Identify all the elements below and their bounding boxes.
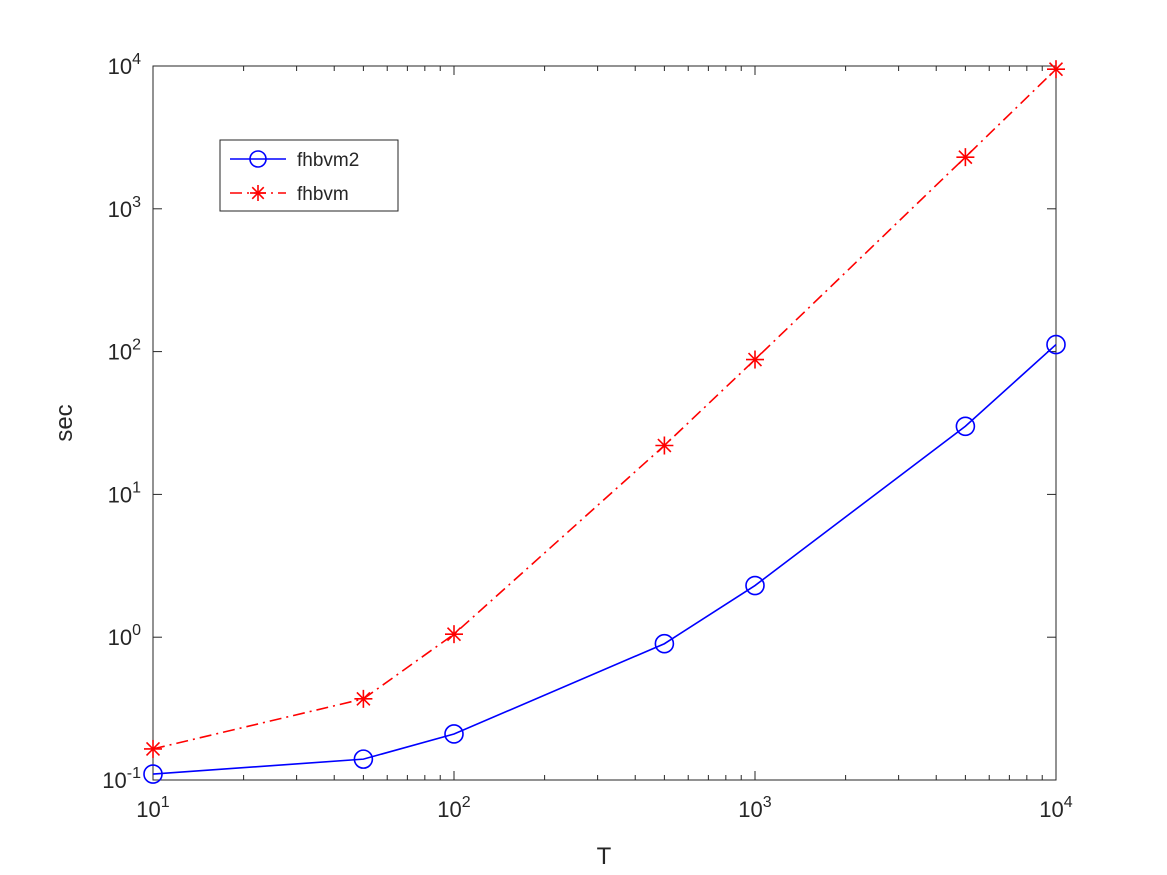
asterisk-stroke — [958, 150, 973, 165]
x-tick-label: 104 — [1039, 794, 1072, 822]
y-tick-label: 10-1 — [102, 765, 141, 793]
marker-circle — [249, 150, 267, 168]
legend-box — [219, 139, 399, 212]
marker-asterisk — [655, 436, 674, 455]
y-tick-label: 102 — [108, 337, 141, 365]
tick-base: 10 — [102, 768, 126, 793]
series-line — [152, 343, 1057, 775]
series-fhbvm — [144, 60, 1065, 758]
y-tick-label: 100 — [108, 622, 141, 650]
marker-asterisk — [956, 148, 975, 167]
tick-exponent: 0 — [132, 622, 141, 639]
tick-base: 10 — [108, 197, 132, 222]
x-tick-labels: 101 102 103 104 — [136, 794, 1072, 822]
tick-base: 10 — [437, 797, 461, 822]
marker-asterisk — [1047, 60, 1065, 79]
tick-exponent: 4 — [1064, 794, 1073, 811]
marker-asterisk — [354, 689, 373, 708]
legend-label: fhbvm2 — [297, 150, 359, 171]
legend: fhbvm2 fhbvm — [219, 139, 399, 212]
marker-circle — [654, 633, 675, 654]
tick-exponent: 1 — [161, 794, 170, 811]
y-tick-label: 104 — [108, 51, 141, 79]
marker-asterisk — [144, 739, 162, 758]
tick-base: 10 — [136, 797, 160, 822]
legend-entry-fhbvm: fhbvm — [230, 184, 349, 205]
x-tick-label: 103 — [738, 794, 771, 822]
tick-exponent: 1 — [132, 479, 141, 496]
tick-base: 10 — [108, 340, 132, 365]
y-axis-label: sec — [51, 404, 78, 441]
tick-exponent: -1 — [127, 765, 141, 782]
asterisk-stroke — [145, 741, 161, 756]
series-fhbvm2 — [143, 334, 1066, 784]
asterisk-stroke — [657, 438, 672, 453]
asterisk-stroke — [251, 186, 265, 200]
tick-base: 10 — [108, 625, 132, 650]
marker-circle — [1046, 334, 1066, 355]
x-tick-label: 101 — [136, 794, 169, 822]
x-tick-label: 102 — [437, 794, 470, 822]
y-tick-label: 103 — [108, 194, 141, 222]
tick-exponent: 3 — [132, 194, 141, 211]
asterisk-stroke — [446, 627, 462, 642]
tick-exponent: 3 — [763, 794, 772, 811]
marker-circle — [745, 575, 765, 596]
tick-exponent: 2 — [462, 794, 471, 811]
asterisk-stroke — [356, 691, 371, 706]
tick-exponent: 4 — [132, 51, 141, 68]
series-layer — [143, 60, 1066, 784]
tick-base: 10 — [738, 797, 762, 822]
tick-exponent: 2 — [132, 337, 141, 354]
legend-label: fhbvm — [297, 184, 349, 205]
marker-circle — [143, 764, 163, 784]
asterisk-stroke — [1048, 62, 1064, 77]
marker-circle — [353, 749, 374, 769]
tick-base: 10 — [108, 54, 132, 79]
x-axis-label: T — [597, 843, 612, 870]
marker-circle — [955, 416, 976, 437]
tick-base: 10 — [108, 482, 132, 507]
marker-asterisk — [250, 185, 266, 201]
asterisk-stroke — [747, 352, 763, 367]
tick-base: 10 — [1039, 797, 1063, 822]
y-tick-label: 101 — [108, 479, 141, 507]
legend-entry-fhbvm2: fhbvm2 — [230, 150, 359, 171]
marker-circle — [444, 724, 464, 744]
marker-asterisk — [746, 350, 764, 369]
marker-asterisk — [445, 625, 463, 644]
